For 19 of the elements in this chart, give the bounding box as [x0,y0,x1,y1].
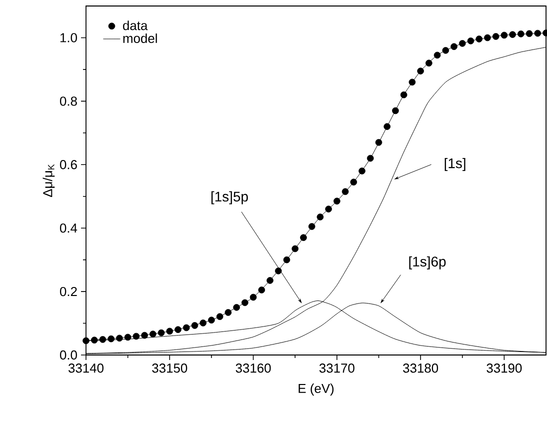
y-tick-label: 0.4 [60,224,78,233]
y-tick-label: 0.0 [60,350,77,360]
x-tick-label: 33140 [68,364,104,373]
x-tick-label: 33180 [403,364,438,373]
y-axis-title: Δμ/μ$_{K}$ [42,164,55,197]
x-tick-label: 33160 [236,364,271,373]
x-tick-label: 33170 [319,364,354,373]
x-tick-label: 33190 [486,364,522,373]
annotation: [1s]5p [211,191,248,204]
x-tick-label: 33150 [152,364,188,373]
y-tick-label: 0.6 [60,160,77,170]
y-tick-label: 1.0 [60,33,77,42]
y-tick-label: 0.2 [60,286,77,296]
annotation: [1s] [444,158,466,171]
legend-label: model [123,34,157,44]
x-axis-title: E (eV) [298,384,334,396]
legend-label: data [123,20,148,30]
y-tick-label: 0.8 [60,96,77,106]
annotation: [1s]6p [409,256,446,270]
